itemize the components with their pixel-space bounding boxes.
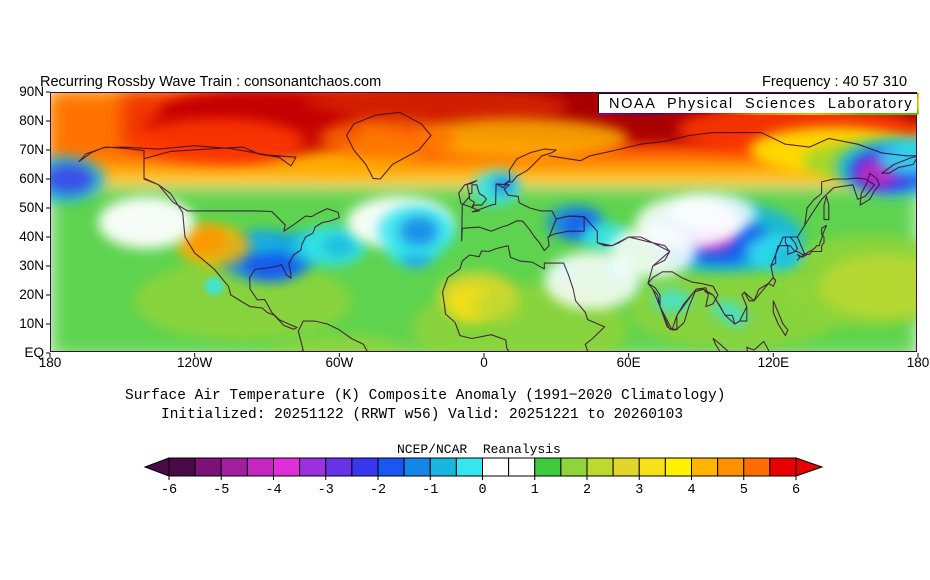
svg-text:0: 0: [480, 355, 488, 370]
svg-text:-2: -2: [370, 483, 386, 498]
svg-text:30N: 30N: [19, 258, 44, 273]
svg-text:-6: -6: [161, 483, 177, 498]
svg-text:1: 1: [531, 483, 539, 498]
svg-text:20N: 20N: [19, 287, 44, 302]
svg-text:60N: 60N: [19, 171, 44, 186]
svg-text:10N: 10N: [19, 316, 44, 331]
svg-text:180: 180: [907, 355, 930, 370]
svg-text:180: 180: [39, 355, 62, 370]
svg-text:3: 3: [635, 483, 643, 498]
svg-text:80N: 80N: [19, 113, 44, 128]
svg-text:-3: -3: [318, 483, 334, 498]
svg-text:120E: 120E: [758, 355, 790, 370]
svg-text:4: 4: [687, 483, 695, 498]
svg-text:120W: 120W: [177, 355, 213, 370]
svg-text:6: 6: [792, 483, 800, 498]
svg-text:5: 5: [740, 483, 748, 498]
svg-text:50N: 50N: [19, 200, 44, 215]
svg-text:2: 2: [583, 483, 591, 498]
svg-text:40N: 40N: [19, 229, 44, 244]
svg-text:70N: 70N: [19, 142, 44, 157]
svg-text:0: 0: [478, 483, 486, 498]
svg-text:-4: -4: [265, 483, 281, 498]
svg-text:60W: 60W: [325, 355, 353, 370]
svg-text:-1: -1: [422, 483, 438, 498]
svg-text:-5: -5: [213, 483, 229, 498]
svg-text:60E: 60E: [617, 355, 641, 370]
svg-text:90N: 90N: [19, 84, 44, 99]
